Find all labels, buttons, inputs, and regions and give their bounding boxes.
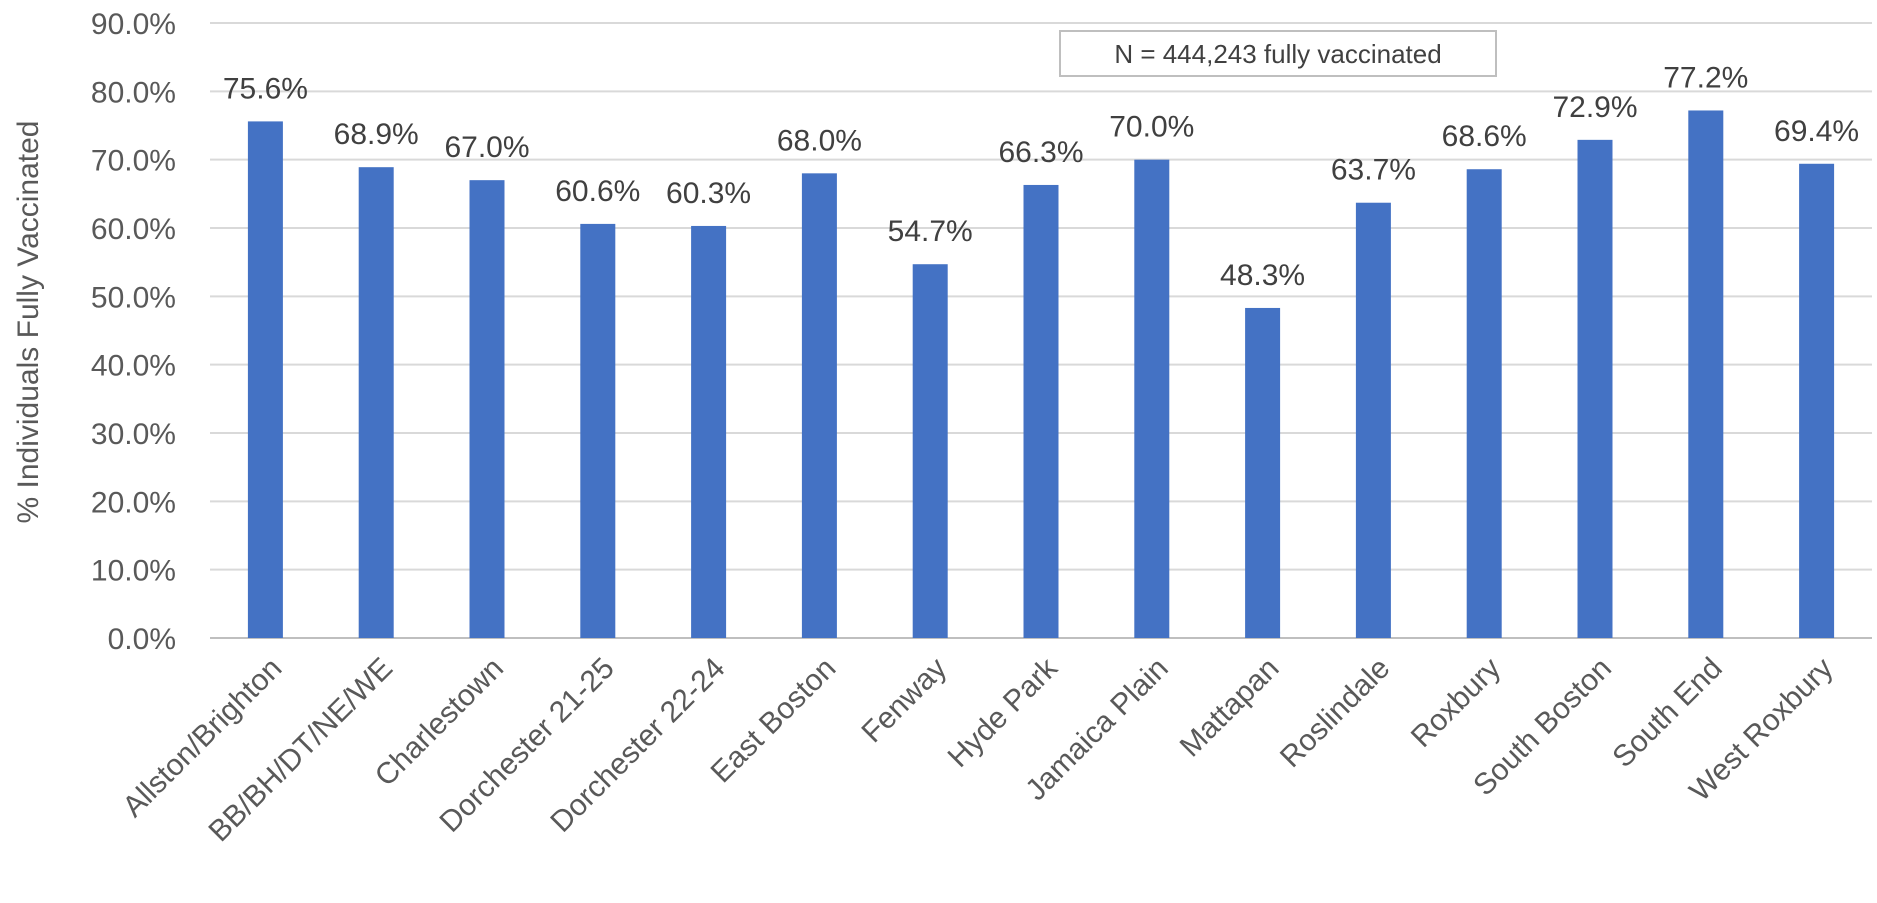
data-label: 60.3% bbox=[666, 177, 751, 210]
data-label: 77.2% bbox=[1663, 61, 1748, 94]
x-tick-label: Fenway bbox=[856, 652, 954, 750]
data-label: 69.4% bbox=[1774, 115, 1859, 148]
x-axis-ticks: Allston/BrightonBB/BH/DT/NE/WECharlestow… bbox=[116, 651, 1839, 848]
bar bbox=[580, 223, 616, 638]
x-tick-label: BB/BH/DT/NE/WE bbox=[203, 652, 400, 849]
annotation-border bbox=[1059, 30, 1497, 77]
y-axis-ticks: 0.0% 10.0% 20.0% 30.0% 40.0% 50.0% 60.0% 70.0% 8… bbox=[91, 8, 176, 656]
y-tick-label: 10.0% bbox=[91, 555, 176, 588]
x-tick-label: Roxbury bbox=[1405, 652, 1507, 754]
data-label: 68.0% bbox=[777, 124, 862, 157]
bar bbox=[1134, 159, 1170, 638]
bar bbox=[1355, 202, 1391, 638]
x-tick-label: Mattapan bbox=[1174, 652, 1286, 764]
data-label: 72.9% bbox=[1552, 91, 1637, 124]
data-label: 60.6% bbox=[555, 175, 640, 208]
data-label: 75.6% bbox=[223, 72, 308, 105]
y-tick-label: 40.0% bbox=[91, 350, 176, 383]
bar bbox=[1577, 139, 1613, 638]
bar bbox=[912, 264, 948, 638]
bars bbox=[247, 110, 1835, 639]
data-labels: 75.6% 68.9% 67.0% 60.6% 60.3% 68.0% 54.7% 66.3%… bbox=[223, 61, 1859, 291]
data-label: 66.3% bbox=[998, 136, 1083, 169]
y-tick-label: 70.0% bbox=[91, 145, 176, 178]
y-tick-label: 0.0% bbox=[108, 623, 176, 656]
annotation-box: N = 444,243 fully vaccinated bbox=[1059, 30, 1497, 77]
y-tick-label: 30.0% bbox=[91, 418, 176, 451]
data-label: 63.7% bbox=[1331, 154, 1416, 187]
data-label: 67.0% bbox=[444, 131, 529, 164]
bar bbox=[358, 167, 394, 638]
data-label: 68.6% bbox=[1442, 120, 1527, 153]
bar bbox=[691, 225, 727, 638]
data-label: 48.3% bbox=[1220, 259, 1305, 292]
x-tick-label: Roslindale bbox=[1274, 652, 1396, 774]
bar bbox=[1023, 184, 1059, 638]
y-tick-label: 80.0% bbox=[91, 76, 176, 109]
y-axis-label: % Individuals Fully Vaccinated bbox=[12, 121, 45, 524]
bar bbox=[1799, 163, 1835, 638]
data-label: 54.7% bbox=[888, 215, 973, 248]
bar bbox=[469, 180, 505, 638]
bar bbox=[1466, 169, 1502, 638]
bar bbox=[1688, 110, 1724, 638]
bar bbox=[1245, 307, 1281, 638]
x-tick-label: South End bbox=[1606, 652, 1728, 774]
bar bbox=[247, 121, 283, 638]
y-tick-label: 50.0% bbox=[91, 281, 176, 314]
y-tick-label: 90.0% bbox=[91, 8, 176, 41]
bar bbox=[801, 173, 837, 639]
y-tick-label: 20.0% bbox=[91, 486, 176, 519]
data-label: 68.9% bbox=[334, 118, 419, 151]
y-tick-label: 60.0% bbox=[91, 213, 176, 246]
data-label: 70.0% bbox=[1109, 111, 1194, 144]
annotation-text: N = 444,243 fully vaccinated bbox=[1114, 39, 1441, 69]
